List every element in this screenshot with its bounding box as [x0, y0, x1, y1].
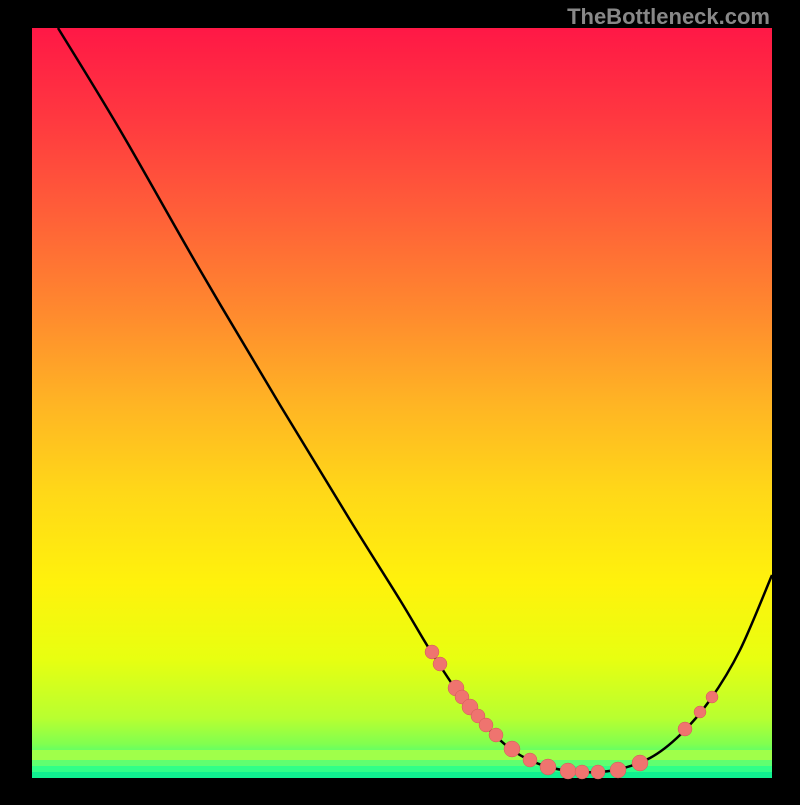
watermark-text: TheBottleneck.com: [567, 4, 770, 30]
plot-gradient-background: [32, 28, 772, 778]
bottom-color-bands: [32, 750, 772, 778]
chart-svg: [0, 0, 800, 800]
bottleneck-chart: [0, 0, 800, 800]
